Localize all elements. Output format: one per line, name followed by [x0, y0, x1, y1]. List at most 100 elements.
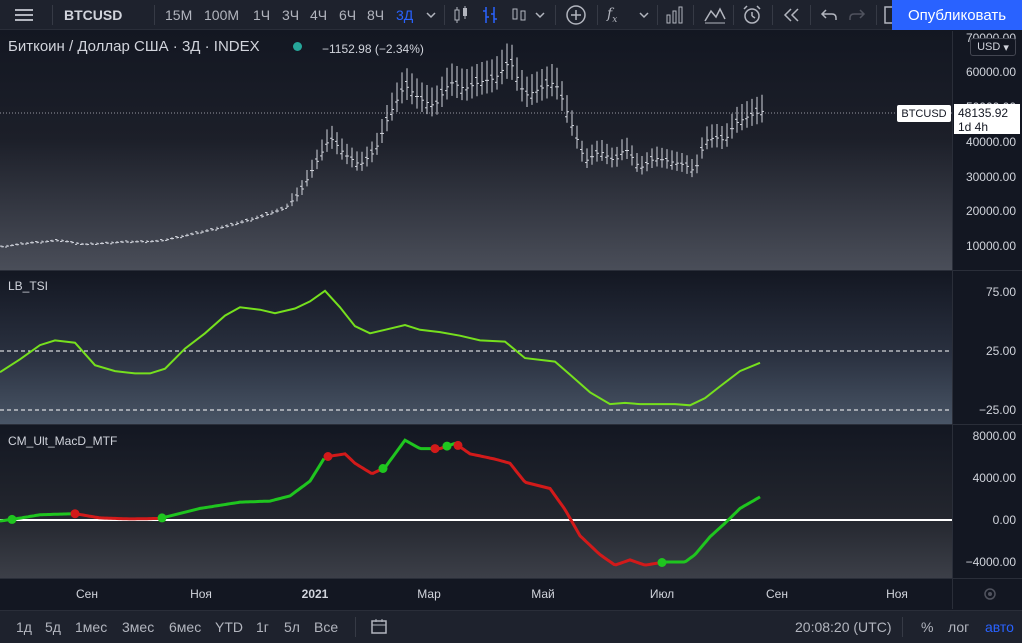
- macd-pane[interactable]: [0, 425, 952, 578]
- interval-15m[interactable]: 15М: [165, 7, 193, 23]
- axis-corner: [952, 578, 1022, 609]
- toolbar-divider: [154, 5, 155, 25]
- range-6m[interactable]: 6мес: [169, 619, 202, 635]
- range-1d[interactable]: 1д: [16, 619, 32, 635]
- toolbar-divider: [52, 5, 53, 25]
- time-label: Сен: [76, 587, 98, 601]
- bottom-divider: [355, 617, 356, 637]
- bar-countdown: 1d 4h: [958, 120, 989, 134]
- financials-button[interactable]: [665, 0, 685, 30]
- price-tick: 20000.00: [965, 204, 1016, 218]
- bottom-toolbar: 1д 5д 1мес 3мес 6мес YTD 1г 5л Все 20:08…: [0, 610, 1022, 643]
- macd-cross-dot: [453, 440, 463, 450]
- macd-tick: −4000.00: [965, 555, 1016, 569]
- interval-3h[interactable]: 3Ч: [282, 7, 300, 23]
- settings-gear-icon[interactable]: [953, 579, 1022, 609]
- tsi-label[interactable]: LB_TSI: [8, 279, 49, 293]
- redo-icon: [849, 9, 866, 20]
- time-label: Ноя: [190, 587, 212, 601]
- range-all[interactable]: Все: [314, 619, 339, 635]
- time-label: Май: [531, 587, 555, 601]
- pane-divider[interactable]: [0, 270, 1022, 271]
- templates-button[interactable]: [703, 0, 727, 30]
- compare-button[interactable]: [565, 0, 587, 30]
- price-tick: 10000.00: [965, 239, 1016, 253]
- auto-toggle[interactable]: авто: [985, 619, 1014, 635]
- macd-line-segment: [324, 452, 386, 475]
- interval-3d[interactable]: 3Д: [396, 7, 414, 23]
- chart-type-dropdown[interactable]: [534, 0, 546, 30]
- chart-canvas[interactable]: [0, 0, 952, 578]
- macd-cross-dot: [323, 452, 333, 461]
- toolbar-divider: [876, 5, 877, 25]
- undo-button[interactable]: [820, 0, 838, 30]
- tsi-tick: −25.00: [978, 403, 1016, 417]
- interval-8h[interactable]: 8Ч: [367, 7, 385, 23]
- menu-icon[interactable]: [14, 0, 34, 30]
- candles-type-button[interactable]: [452, 0, 470, 30]
- tsi-pane[interactable]: [0, 271, 952, 424]
- price-pane[interactable]: [0, 31, 952, 270]
- range-5d[interactable]: 5д: [45, 619, 61, 635]
- last-price-tag: 48135.92 1d 4h: [954, 104, 1020, 134]
- intervals-dropdown[interactable]: [425, 0, 437, 30]
- range-ytd[interactable]: YTD: [215, 619, 243, 635]
- hollow-candles-button[interactable]: [510, 0, 528, 30]
- last-price: 48135.92: [958, 106, 1009, 120]
- toolbar-divider: [597, 5, 598, 25]
- macd-label[interactable]: CM_Ult_MacD_MTF: [8, 434, 118, 448]
- indicators-button[interactable]: fx: [607, 0, 617, 30]
- macd-cross-dot: [157, 513, 167, 523]
- undo-icon: [820, 9, 837, 20]
- publish-button[interactable]: Опубликовать: [892, 0, 1022, 30]
- pane-divider[interactable]: [0, 424, 1022, 425]
- toolbar-divider: [733, 5, 734, 25]
- macd-cross-dot: [7, 514, 17, 524]
- toolbar-divider: [810, 5, 811, 25]
- goto-date-button[interactable]: [370, 617, 388, 638]
- chevron-down-icon: [426, 12, 436, 19]
- indicators-dropdown[interactable]: [638, 0, 650, 30]
- chart-legend-title[interactable]: Биткоин / Доллар США · 3Д · INDEX: [8, 38, 260, 55]
- price-tick: 40000.00: [965, 135, 1016, 149]
- interval-4h[interactable]: 4Ч: [310, 7, 328, 23]
- tsi-tick: 75.00: [985, 285, 1016, 299]
- macd-tick: 8000.00: [972, 429, 1016, 443]
- alarm-clock-icon: [743, 5, 761, 24]
- market-status-dot: [293, 42, 302, 51]
- range-1y[interactable]: 1г: [256, 619, 269, 635]
- macd-tick: 4000.00: [972, 471, 1016, 485]
- time-axis[interactable]: Сен Ноя 2021 Мар Май Июл Сен Ноя: [0, 578, 952, 608]
- tsi-line: [0, 289, 761, 407]
- replay-button[interactable]: [782, 0, 802, 30]
- interval-6h[interactable]: 6Ч: [339, 7, 357, 23]
- range-1m[interactable]: 1мес: [75, 619, 108, 635]
- macd-line-segment: [659, 495, 761, 565]
- range-3m[interactable]: 3мес: [122, 619, 155, 635]
- chevron-down-icon: ▾: [1003, 41, 1009, 54]
- macd-cross-dot: [657, 558, 667, 567]
- currency-label: USD: [977, 41, 1001, 53]
- hollow-candles-icon: [512, 8, 526, 21]
- symbol-search[interactable]: BTCUSD: [64, 7, 123, 23]
- percent-toggle[interactable]: %: [921, 619, 934, 635]
- interval-100m[interactable]: 100М: [204, 7, 240, 23]
- interval-1h[interactable]: 1Ч: [253, 7, 271, 23]
- redo-button[interactable]: [848, 0, 866, 30]
- tsi-axis[interactable]: 75.00 25.00 −25.00: [952, 271, 1022, 424]
- alert-button[interactable]: [741, 0, 763, 30]
- time-label: Ноя: [886, 587, 908, 601]
- time-label: Сен: [766, 587, 788, 601]
- price-tick: 60000.00: [965, 65, 1016, 79]
- utc-clock[interactable]: 20:08:20 (UTC): [795, 619, 892, 635]
- price-axis[interactable]: 70000.00 60000.00 50000.00 40000.00 3000…: [952, 31, 1022, 270]
- macd-axis[interactable]: 8000.00 4000.00 0.00 −4000.00: [952, 425, 1022, 578]
- toolbar-divider: [444, 5, 445, 25]
- bars-type-button[interactable]: [481, 0, 499, 30]
- currency-dropdown[interactable]: USD ▾: [970, 38, 1016, 56]
- toolbar-divider: [657, 5, 658, 25]
- bar-chart-icon: [666, 6, 683, 24]
- bottom-divider: [902, 617, 903, 637]
- range-5y[interactable]: 5л: [284, 619, 300, 635]
- log-toggle[interactable]: лог: [948, 619, 970, 635]
